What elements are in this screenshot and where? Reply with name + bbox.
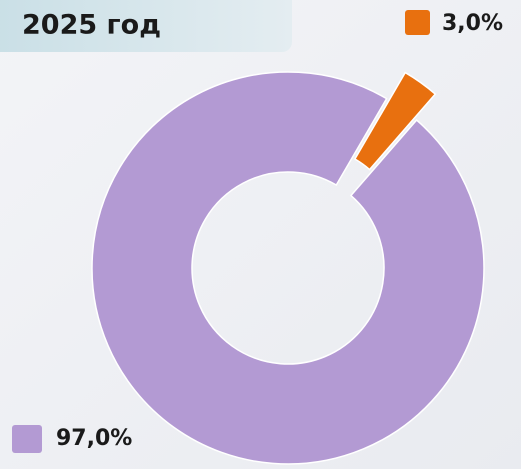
slice	[91, 71, 485, 465]
chart-title: 2025 год	[22, 10, 161, 41]
donut	[91, 71, 485, 465]
title-box	[0, 0, 292, 52]
legend-label: 3,0%	[442, 11, 503, 36]
legend-label: 97,0%	[56, 426, 132, 451]
legend-swatch	[12, 425, 42, 453]
legend: 97,0% 3,0%	[12, 10, 503, 453]
slice	[353, 71, 437, 171]
legend-swatch	[405, 10, 430, 35]
